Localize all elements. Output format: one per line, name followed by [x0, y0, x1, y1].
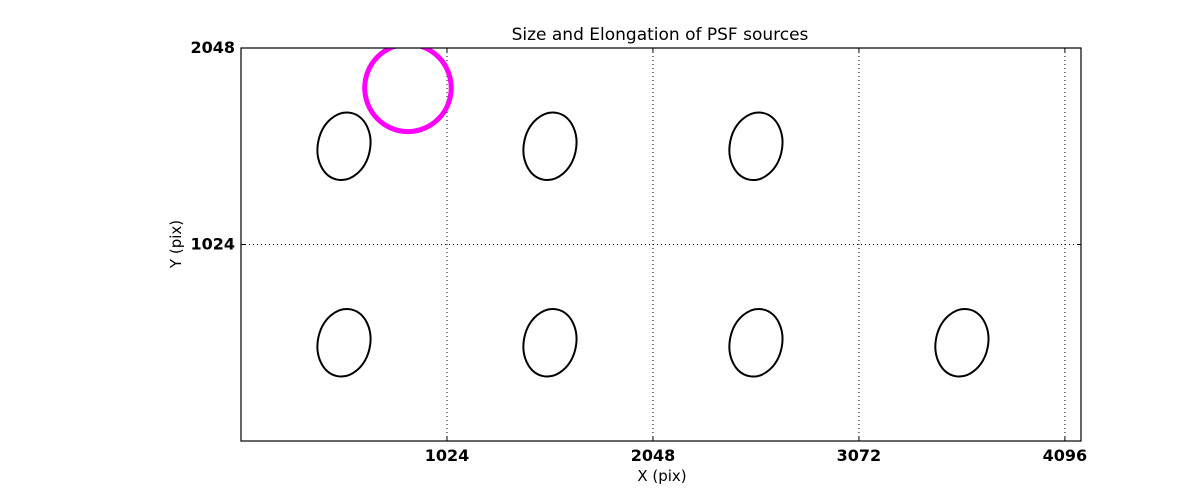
y-tick-label-2048: 2048 [190, 38, 235, 57]
psf-source-ellipses [316, 48, 990, 378]
x-tick-label-3072: 3072 [837, 446, 882, 465]
psf-source-ellipse [522, 307, 578, 378]
psf-source-ellipse [934, 307, 990, 378]
chart-title: Size and Elongation of PSF sources [512, 25, 809, 45]
x-tick-label-1024: 1024 [425, 446, 470, 465]
x-tick-label-2048: 2048 [631, 446, 676, 465]
psf-source-ellipse [316, 307, 372, 378]
psf-source-ellipse [728, 307, 784, 378]
psf-source-ellipse [522, 111, 578, 182]
psf-source-ellipse [728, 111, 784, 182]
psf-source-ellipse [316, 111, 372, 182]
tick-labels: 1024 2048 3072 4096 1024 2048 [190, 38, 1087, 465]
highlight-source-ellipse [362, 48, 454, 135]
tick-marks [241, 47, 1081, 441]
y-tick-label-1024: 1024 [190, 235, 235, 254]
x-tick-label-4096: 4096 [1043, 446, 1088, 465]
y-axis-label: Y (pix) [167, 220, 185, 269]
x-axis-label: X (pix) [637, 467, 686, 485]
